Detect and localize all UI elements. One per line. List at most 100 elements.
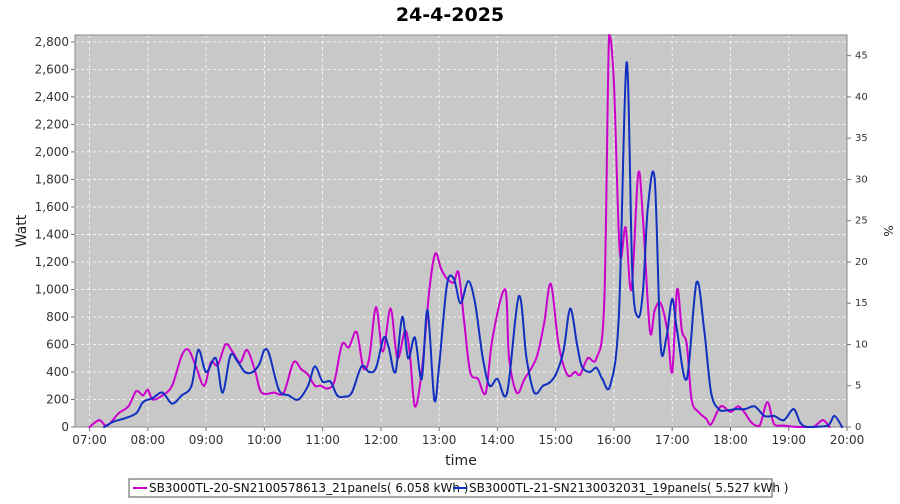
y2-tick-label: 30 xyxy=(855,174,868,185)
data-point-2 xyxy=(413,336,416,339)
data-point-2 xyxy=(401,315,404,319)
y-tick-label: 1,200 xyxy=(35,255,69,269)
data-point-2 xyxy=(562,350,565,353)
data-point-2 xyxy=(601,377,604,380)
data-point-1 xyxy=(508,357,511,360)
x-axis-ticks: 07:00 08:00 09:00 10:00 11:00 12:00 13:00 14:00… xyxy=(72,427,864,447)
data-point-1 xyxy=(535,357,538,360)
data-point-1 xyxy=(307,373,310,376)
x-tick-label: 07:00 xyxy=(72,433,107,447)
data-point-2 xyxy=(506,391,509,394)
data-point-2 xyxy=(420,377,423,380)
data-point-1 xyxy=(758,424,761,427)
y2-tick-label: 25 xyxy=(855,216,868,227)
data-point-2 xyxy=(826,424,829,427)
data-point-2 xyxy=(229,354,232,357)
data-point-2 xyxy=(382,336,385,339)
y2-axis-ticks: 0 5 10 15 20 25 30 35 40 45 xyxy=(847,51,868,433)
grid-lines xyxy=(74,34,848,428)
x-tick-label: 19:00 xyxy=(771,433,806,447)
data-point-2 xyxy=(251,370,254,374)
data-point-1 xyxy=(428,288,431,291)
data-point-1 xyxy=(319,384,322,387)
data-point-1 xyxy=(603,302,606,305)
data-point-1 xyxy=(710,423,713,426)
y2-axis-label: % xyxy=(881,225,895,236)
data-point-1 xyxy=(671,370,674,374)
data-point-2 xyxy=(374,366,378,369)
data-point-2 xyxy=(180,394,183,397)
data-point-2 xyxy=(488,384,491,387)
data-point-1 xyxy=(263,392,266,396)
data-point-1 xyxy=(737,405,740,408)
y2-tick-label: 20 xyxy=(855,257,868,268)
y-tick-label: 0 xyxy=(61,420,69,434)
data-point-2 xyxy=(277,388,280,391)
data-point-2 xyxy=(763,414,766,418)
data-point-1 xyxy=(282,391,285,394)
data-point-2 xyxy=(103,425,106,429)
data-point-2 xyxy=(287,394,290,397)
data-point-1 xyxy=(566,373,569,376)
data-point-1 xyxy=(630,288,633,291)
data-point-2 xyxy=(459,302,462,305)
data-point-2 xyxy=(122,417,125,420)
data-point-2 xyxy=(659,343,662,346)
data-point-1 xyxy=(146,388,149,391)
plot-area xyxy=(75,35,847,427)
x-tick-label: 20:00 xyxy=(830,433,865,447)
data-point-1 xyxy=(484,391,487,394)
data-point-1 xyxy=(381,350,384,353)
data-point-1 xyxy=(180,354,183,357)
plot-border xyxy=(74,34,848,428)
data-point-2 xyxy=(753,405,756,408)
data-point-2 xyxy=(665,336,668,339)
data-point-1 xyxy=(135,390,138,393)
data-point-1 xyxy=(273,391,276,394)
x-tick-label: 14:00 xyxy=(480,433,515,447)
data-point-2 xyxy=(542,384,545,387)
data-point-2 xyxy=(407,357,410,360)
y2-tick-label: 40 xyxy=(855,92,868,103)
data-point-2 xyxy=(637,315,640,319)
data-point-2 xyxy=(671,298,674,301)
legend-label-1: SB3000TL-20-SN2100578613_21panels( 6.058… xyxy=(149,481,468,495)
data-point-2 xyxy=(743,408,747,411)
data-point-2 xyxy=(496,377,499,380)
data-point-1 xyxy=(476,377,480,380)
data-point-2 xyxy=(724,409,727,412)
data-point-2 xyxy=(792,408,795,411)
y-tick-label: 2,200 xyxy=(35,117,69,131)
y2-tick-label: 15 xyxy=(855,298,868,309)
data-point-2 xyxy=(580,365,584,368)
data-point-2 xyxy=(221,391,224,394)
data-point-1 xyxy=(697,410,700,413)
data-point-1 xyxy=(463,322,466,325)
data-point-1 xyxy=(782,424,786,427)
y2-tick-label: 35 xyxy=(855,133,868,144)
data-point-1 xyxy=(333,380,336,383)
data-point-1 xyxy=(347,346,350,349)
data-point-2 xyxy=(161,391,164,394)
y-axis-ticks: 0 200 400 600 800 1,000 1,200 1,400 1,600 1,800 2,… xyxy=(35,35,75,434)
data-point-2 xyxy=(438,364,441,367)
data-point-1 xyxy=(549,282,552,286)
data-point-2 xyxy=(773,414,776,418)
data-point-1 xyxy=(690,398,693,401)
data-point-1 xyxy=(161,394,164,397)
data-point-2 xyxy=(205,370,208,374)
data-point-1 xyxy=(523,377,526,380)
data-point-1 xyxy=(355,331,358,334)
y-tick-label: 400 xyxy=(46,365,69,379)
data-point-2 xyxy=(445,284,448,287)
data-point-2 xyxy=(336,394,339,397)
data-point-2 xyxy=(676,329,679,332)
data-point-2 xyxy=(243,370,246,374)
data-point-2 xyxy=(426,309,429,312)
data-point-2 xyxy=(236,359,239,363)
data-point-2 xyxy=(258,362,261,365)
data-point-1 xyxy=(313,384,316,387)
data-point-1 xyxy=(766,401,769,404)
data-point-2 xyxy=(685,377,688,380)
